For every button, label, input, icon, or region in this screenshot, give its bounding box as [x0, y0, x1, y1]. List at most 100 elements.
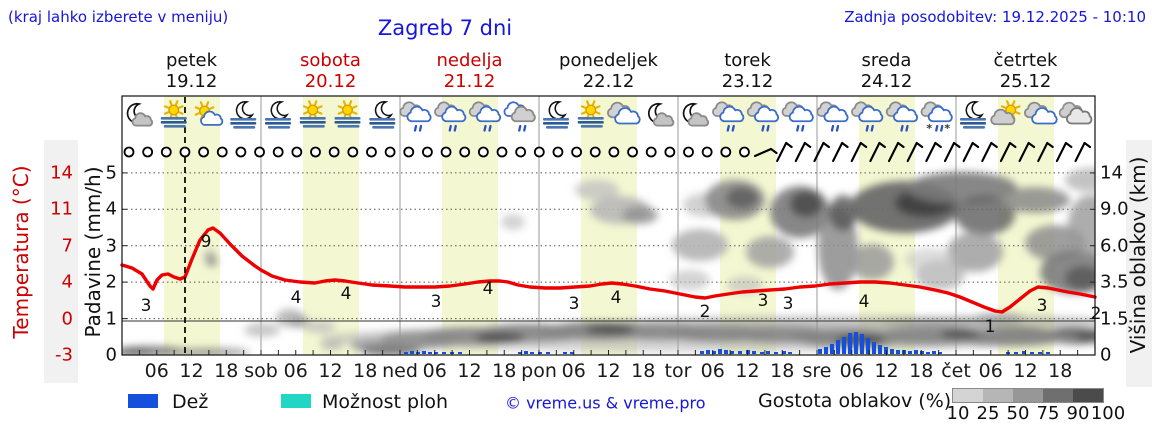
cloud-blob — [209, 257, 217, 267]
day-date: 21.12 — [443, 71, 496, 92]
wind-barb-shaft — [850, 141, 862, 163]
sun-ray — [169, 100, 173, 106]
cloud-shape — [927, 105, 953, 123]
density-tick-label: 90 — [1066, 403, 1090, 424]
wind-barb-shaft — [832, 141, 844, 163]
fog-bar — [268, 126, 290, 129]
daylight-band — [581, 96, 637, 355]
temperature-value-label: 4 — [482, 279, 494, 299]
wind-barb-shaft — [813, 141, 825, 163]
precip-bar — [563, 352, 567, 354]
wind-barb — [925, 141, 942, 163]
precip-bar — [848, 333, 852, 354]
cloud-sleet-icon: * * — [920, 101, 953, 135]
cloud-blob — [670, 270, 710, 290]
wind-barb-shaft — [776, 141, 788, 163]
sun-ray — [595, 105, 601, 109]
cloud-blob — [975, 312, 1025, 324]
moon-fog-icon — [230, 100, 257, 129]
precip-bar — [908, 351, 912, 354]
fog-bar — [543, 122, 569, 125]
rain-drop — [835, 124, 840, 132]
precip-bar — [570, 352, 574, 354]
wind-barb — [962, 141, 980, 163]
precip-tick-label: 3 — [105, 235, 117, 257]
cloud-height-tick-label: 6.0 — [1100, 235, 1129, 257]
day-abbr-label: sre — [802, 360, 832, 382]
wind-barb-flag — [1064, 141, 1073, 149]
rain-drop — [483, 124, 487, 132]
cloud-blob — [320, 324, 1080, 352]
moon-fog-icon — [960, 100, 986, 129]
sleet-star: * — [926, 122, 932, 135]
sun-fog-icon — [160, 100, 187, 128]
precip-bar — [932, 351, 936, 354]
fog-bar — [577, 117, 604, 120]
cloud-blob — [170, 348, 250, 355]
day-abbr-label: tor — [664, 360, 692, 382]
cloud-rain-icon — [851, 101, 884, 132]
wind-barb-flag — [915, 141, 924, 149]
precip-bar — [752, 351, 756, 354]
fog-bar — [299, 121, 326, 124]
wind-barb-flag — [934, 141, 942, 149]
copyright-link[interactable]: © vreme.us & vreme.pro — [505, 393, 706, 413]
sun-ray — [1012, 100, 1016, 106]
cloud-blob — [1068, 195, 1095, 255]
sun-ray — [314, 100, 318, 106]
sun-ray — [175, 100, 179, 106]
hour-label: 06 — [422, 360, 447, 382]
wind-barb-flag — [990, 141, 998, 149]
rain-drop — [761, 124, 765, 132]
sun-ray — [580, 111, 587, 115]
wind-barb — [776, 141, 793, 163]
cloud-shape — [687, 112, 710, 127]
wind-barb — [813, 141, 831, 163]
precip-bar — [938, 352, 942, 354]
cloud-height-tick-label: 0 — [1100, 344, 1112, 366]
day-name: četrtek — [993, 50, 1058, 71]
moon-shape — [374, 100, 394, 120]
cloud-gray-icon — [1058, 101, 1093, 125]
sun-ray — [308, 100, 312, 106]
calm-wind-circle — [645, 146, 657, 158]
wind-barb-shaft — [925, 141, 937, 163]
cloud-density-layer — [122, 168, 1095, 355]
cloud-blob — [905, 248, 955, 272]
fog-bar — [546, 126, 568, 129]
cloud-blob — [475, 333, 525, 343]
temperature-value-label: 1 — [984, 317, 996, 337]
fog-bar — [337, 125, 360, 128]
temperature-value-label: 3 — [568, 294, 580, 314]
calm-wind-circle — [328, 146, 340, 158]
day-date: 19.12 — [165, 71, 218, 92]
wind-barb-flag — [822, 141, 831, 149]
fog-bar — [369, 122, 396, 125]
cloud-rain-icon — [399, 101, 432, 132]
wind-barb — [943, 141, 961, 163]
day-name: nedelja — [436, 50, 503, 71]
precip-bar — [860, 334, 864, 354]
precip-bar — [854, 332, 858, 354]
moon-cloud-icon — [126, 102, 154, 127]
wind-barb — [1055, 141, 1073, 163]
hour-label: 12 — [457, 360, 482, 382]
temperature-value-label: 9 — [200, 232, 212, 252]
wind-barb-flag — [896, 141, 905, 149]
wind-barb-flag — [878, 141, 886, 149]
sun-ray — [205, 101, 210, 107]
wind-barb-shaft — [1074, 141, 1086, 163]
showers-legend-swatch — [281, 394, 311, 408]
wind-barb — [794, 141, 812, 163]
precip-bar — [428, 352, 432, 354]
hour-label: 18 — [770, 360, 795, 382]
sun-ray — [586, 100, 590, 106]
precip-bar — [706, 350, 710, 354]
sun-ray — [352, 111, 358, 115]
day-header: sreda 24.12 — [817, 50, 956, 94]
fog-bar — [960, 122, 986, 125]
hour-label: 18 — [909, 360, 934, 382]
hour-label: 12 — [179, 360, 204, 382]
wind-barb — [1037, 141, 1054, 163]
